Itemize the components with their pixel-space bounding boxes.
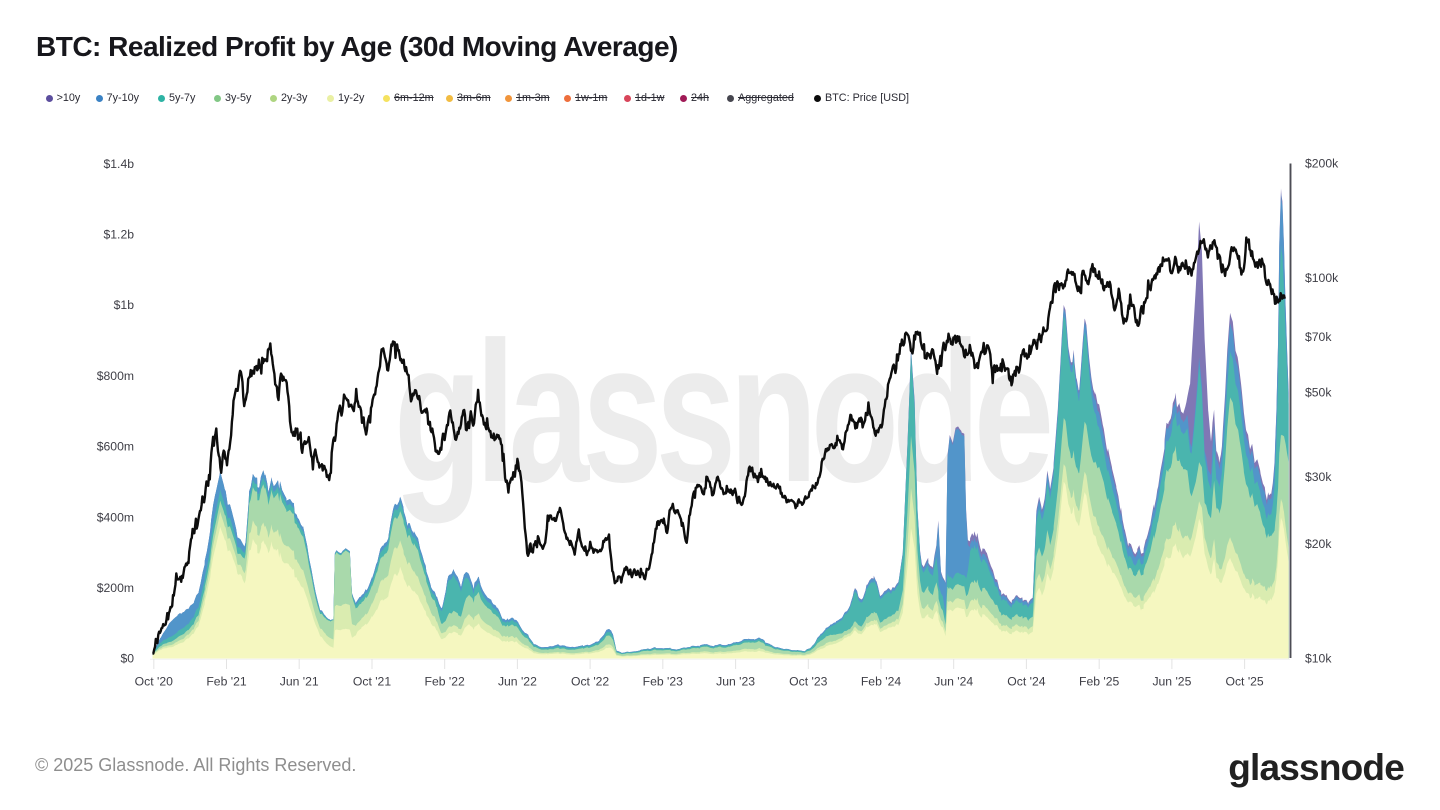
svg-text:$70k: $70k — [1305, 330, 1332, 344]
svg-text:Oct '25: Oct '25 — [1225, 675, 1263, 689]
svg-text:$1.4b: $1.4b — [104, 157, 135, 171]
svg-text:Feb '22: Feb '22 — [425, 675, 465, 689]
svg-text:Feb '21: Feb '21 — [206, 675, 246, 689]
svg-text:$10k: $10k — [1305, 652, 1332, 666]
svg-text:$1b: $1b — [114, 298, 135, 312]
svg-text:Jun '23: Jun '23 — [716, 675, 755, 689]
svg-text:Feb '23: Feb '23 — [643, 675, 683, 689]
svg-text:Jun '24: Jun '24 — [934, 675, 973, 689]
svg-text:Jun '22: Jun '22 — [498, 675, 537, 689]
svg-text:$200k: $200k — [1305, 157, 1339, 171]
svg-text:$100k: $100k — [1305, 271, 1339, 285]
svg-text:glassnode: glassnode — [394, 300, 1054, 523]
svg-text:Feb '25: Feb '25 — [1079, 675, 1119, 689]
svg-text:$30k: $30k — [1305, 470, 1332, 484]
svg-text:Oct '24: Oct '24 — [1007, 675, 1045, 689]
svg-text:Jun '21: Jun '21 — [280, 675, 319, 689]
svg-text:$1.2b: $1.2b — [104, 228, 135, 242]
svg-text:Jun '25: Jun '25 — [1152, 675, 1191, 689]
svg-text:$50k: $50k — [1305, 386, 1332, 400]
svg-text:Oct '21: Oct '21 — [353, 675, 391, 689]
svg-text:$400m: $400m — [97, 510, 134, 524]
svg-text:Feb '24: Feb '24 — [861, 675, 901, 689]
svg-text:Oct '22: Oct '22 — [571, 675, 609, 689]
svg-text:$800m: $800m — [97, 369, 134, 383]
svg-text:Oct '23: Oct '23 — [789, 675, 827, 689]
svg-text:$20k: $20k — [1305, 537, 1332, 551]
svg-text:$600m: $600m — [97, 440, 134, 454]
svg-text:$0: $0 — [120, 652, 134, 666]
svg-text:Oct '20: Oct '20 — [135, 675, 173, 689]
svg-text:$200m: $200m — [97, 581, 134, 595]
